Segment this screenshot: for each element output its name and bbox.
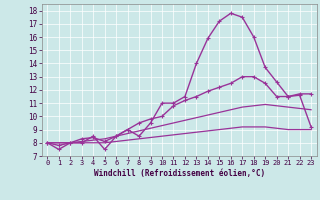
- X-axis label: Windchill (Refroidissement éolien,°C): Windchill (Refroidissement éolien,°C): [94, 169, 265, 178]
